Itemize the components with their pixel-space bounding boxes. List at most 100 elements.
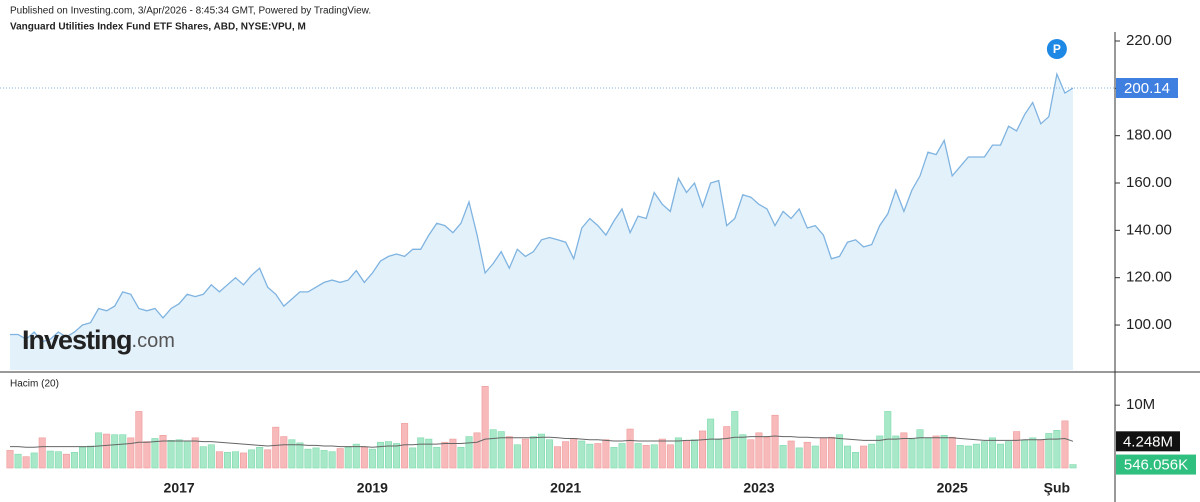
volume-bar xyxy=(240,452,248,469)
volume-bar xyxy=(1029,437,1037,469)
volume-bar xyxy=(642,445,650,469)
volume-bar xyxy=(1061,420,1069,469)
volume-bar xyxy=(803,441,811,469)
volume-bar xyxy=(248,449,256,469)
volume-bar xyxy=(763,436,771,469)
volume-bar xyxy=(529,436,537,469)
volume-bar xyxy=(892,435,900,469)
volume-bar xyxy=(312,447,320,469)
volume-bar xyxy=(457,446,465,469)
volume-bar xyxy=(618,443,626,469)
volume-bar xyxy=(409,447,417,469)
volume-bar xyxy=(513,444,521,469)
volume-bar xyxy=(835,434,843,469)
volume-bar xyxy=(819,437,827,469)
volume-bar xyxy=(723,426,731,469)
volume-bar xyxy=(997,443,1005,469)
volume-bar xyxy=(296,442,304,469)
volume-bar xyxy=(481,386,489,469)
volume-bar xyxy=(908,438,916,469)
x-tick-label: Şub xyxy=(1044,480,1070,496)
y-tick-label: 140.00 xyxy=(1126,221,1172,238)
volume-bar xyxy=(505,436,513,469)
volume-bar xyxy=(288,439,296,469)
volume-bar xyxy=(127,437,135,469)
volume-bar xyxy=(111,434,119,469)
volume-bar xyxy=(964,445,972,469)
volume-bar xyxy=(1021,440,1029,469)
y-tick-label: 120.00 xyxy=(1126,269,1172,286)
volume-bar xyxy=(868,443,876,469)
volume-bar xyxy=(465,436,473,469)
volume-current-label: 546.056K xyxy=(1124,457,1188,474)
x-tick-label: 2025 xyxy=(937,480,968,496)
current-price-box xyxy=(1116,78,1178,99)
volume-bar xyxy=(336,448,344,469)
volume-bar xyxy=(376,441,384,469)
volume-bar xyxy=(876,435,884,469)
volume-bar xyxy=(425,438,433,469)
volume-bar xyxy=(14,453,22,469)
volume-bar xyxy=(932,435,940,469)
volume-bar xyxy=(771,414,779,469)
volume-bar xyxy=(1005,441,1013,469)
volume-bar xyxy=(795,447,803,469)
volume-bar xyxy=(594,443,602,469)
volume-bar xyxy=(368,448,376,469)
volume-bar xyxy=(940,435,948,469)
volume-bar xyxy=(320,450,328,469)
volume-bar xyxy=(1045,433,1053,469)
volume-bar xyxy=(497,431,505,469)
volume-bar xyxy=(135,411,143,469)
x-tick-label: 2019 xyxy=(357,480,388,496)
volume-bar xyxy=(231,451,239,469)
volume-bar xyxy=(54,451,62,469)
volume-bar xyxy=(22,456,30,469)
volume-bar xyxy=(658,438,666,469)
logo-suffix: .com xyxy=(132,330,175,352)
volume-bar xyxy=(215,451,223,469)
volume-bar xyxy=(433,446,441,469)
volume-bar xyxy=(546,439,554,469)
volume-bar xyxy=(666,444,674,469)
ma-current-box xyxy=(1116,431,1180,452)
volume-bar xyxy=(489,429,497,469)
volume-bar xyxy=(586,443,594,469)
volume-bar xyxy=(562,441,570,469)
logo: Investing.com xyxy=(22,325,175,355)
volume-bar xyxy=(900,432,908,469)
volume-bar xyxy=(119,434,127,469)
volume-bar xyxy=(143,441,151,469)
volume-bar xyxy=(207,444,215,469)
volume-bar xyxy=(38,437,46,469)
volume-bar xyxy=(521,438,529,469)
volume-bar xyxy=(972,443,980,469)
volume-bar xyxy=(449,438,457,469)
volume-bar xyxy=(167,440,175,469)
y-tick-label: 220.00 xyxy=(1126,32,1172,49)
volume-bar xyxy=(352,443,360,469)
volume-bar xyxy=(707,418,715,469)
volume-bar xyxy=(264,449,272,469)
x-tick-label: 2017 xyxy=(164,480,195,496)
current-price-label: 200.14 xyxy=(1124,80,1170,97)
volume-bar xyxy=(956,445,964,469)
volume-bar xyxy=(715,439,723,469)
volume-bar xyxy=(401,423,409,469)
volume-bar xyxy=(46,450,54,469)
volume-bar xyxy=(747,439,755,469)
volume-bar xyxy=(1069,464,1077,469)
volume-bar xyxy=(191,437,199,469)
volume-bar xyxy=(682,440,690,469)
volume-bar xyxy=(393,443,401,469)
volume-bar xyxy=(175,439,183,469)
volume-bar xyxy=(183,440,191,469)
volume-bar xyxy=(844,445,852,469)
x-tick-label: 2021 xyxy=(550,480,581,496)
volume-bar xyxy=(223,451,231,469)
price-line xyxy=(10,71,1074,343)
volume-bar xyxy=(441,441,449,469)
volume-bar xyxy=(924,437,932,469)
volume-bar xyxy=(256,446,264,469)
volume-bar xyxy=(78,446,86,469)
